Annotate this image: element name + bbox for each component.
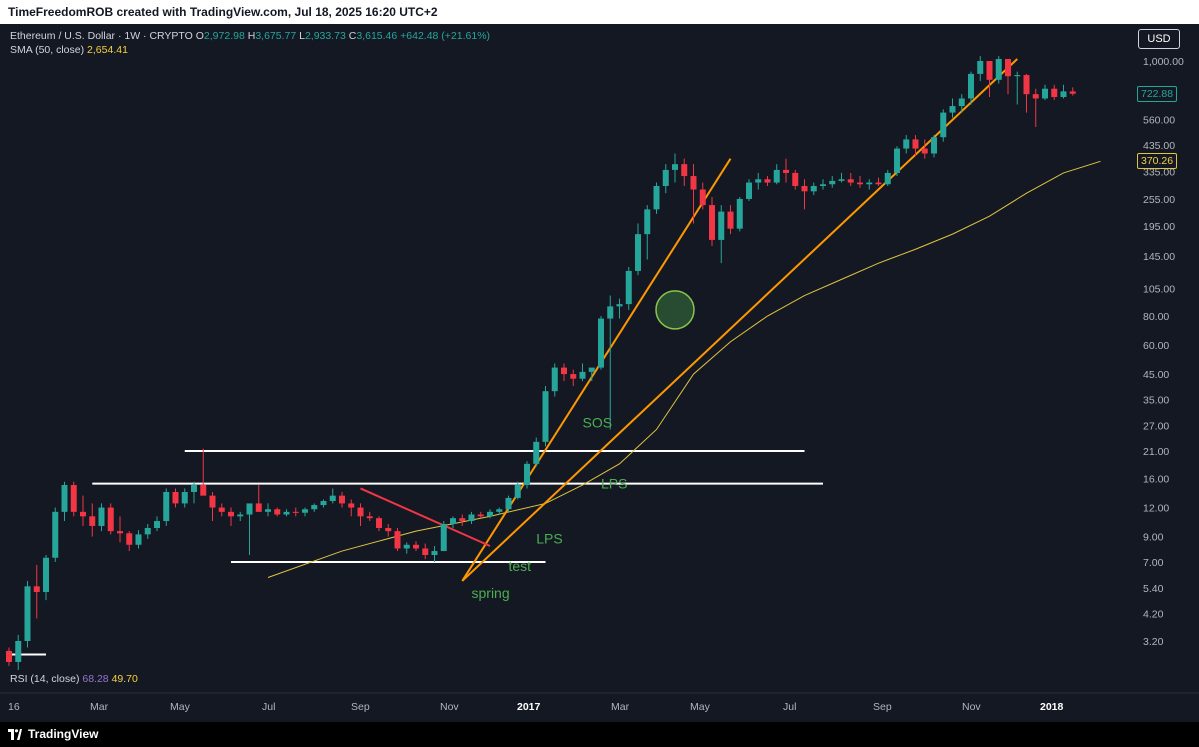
chart-area[interactable] [0, 24, 1199, 747]
attribution-text: TimeFreedomROB created with TradingView.… [8, 5, 438, 19]
rsi-ma-value: 49.70 [111, 673, 138, 685]
tradingview-logo-icon [8, 729, 22, 740]
close-value: 3,615.46 [356, 30, 398, 42]
rsi-value: 68.28 [82, 673, 109, 685]
symbol-legend: Ethereum / U.S. Dollar · 1W · CRYPTO O2,… [10, 30, 490, 42]
close-label: C [348, 30, 357, 42]
rsi-legend: RSI (14, close) 68.28 49.70 [10, 673, 138, 685]
open-label: O [195, 30, 204, 42]
sma-legend: SMA (50, close) 2,654.41 [10, 44, 128, 56]
high-value: 3,675.77 [255, 30, 297, 42]
sma-label: SMA (50, close) [10, 44, 85, 56]
last-price-tag: 722.88 [1137, 85, 1178, 102]
rsi-label: RSI (14, close) [10, 673, 80, 685]
low-value: 2,933.73 [304, 30, 346, 42]
footer-bar: TradingView [0, 722, 1199, 747]
low-label: L [299, 30, 305, 42]
sma-value: 2,654.41 [87, 44, 128, 56]
attribution-bar: TimeFreedomROB created with TradingView.… [0, 0, 1199, 24]
sma-price-tag: 370.26 [1137, 153, 1178, 170]
symbol-name: Ethereum / U.S. Dollar · 1W · CRYPTO [10, 30, 193, 42]
open-value: 2,972.98 [203, 30, 245, 42]
high-label: H [247, 30, 256, 42]
change-value: +642.48 (+21.61%) [400, 30, 491, 42]
footer-brand: TradingView [28, 727, 99, 741]
currency-button[interactable]: USD [1138, 29, 1180, 49]
